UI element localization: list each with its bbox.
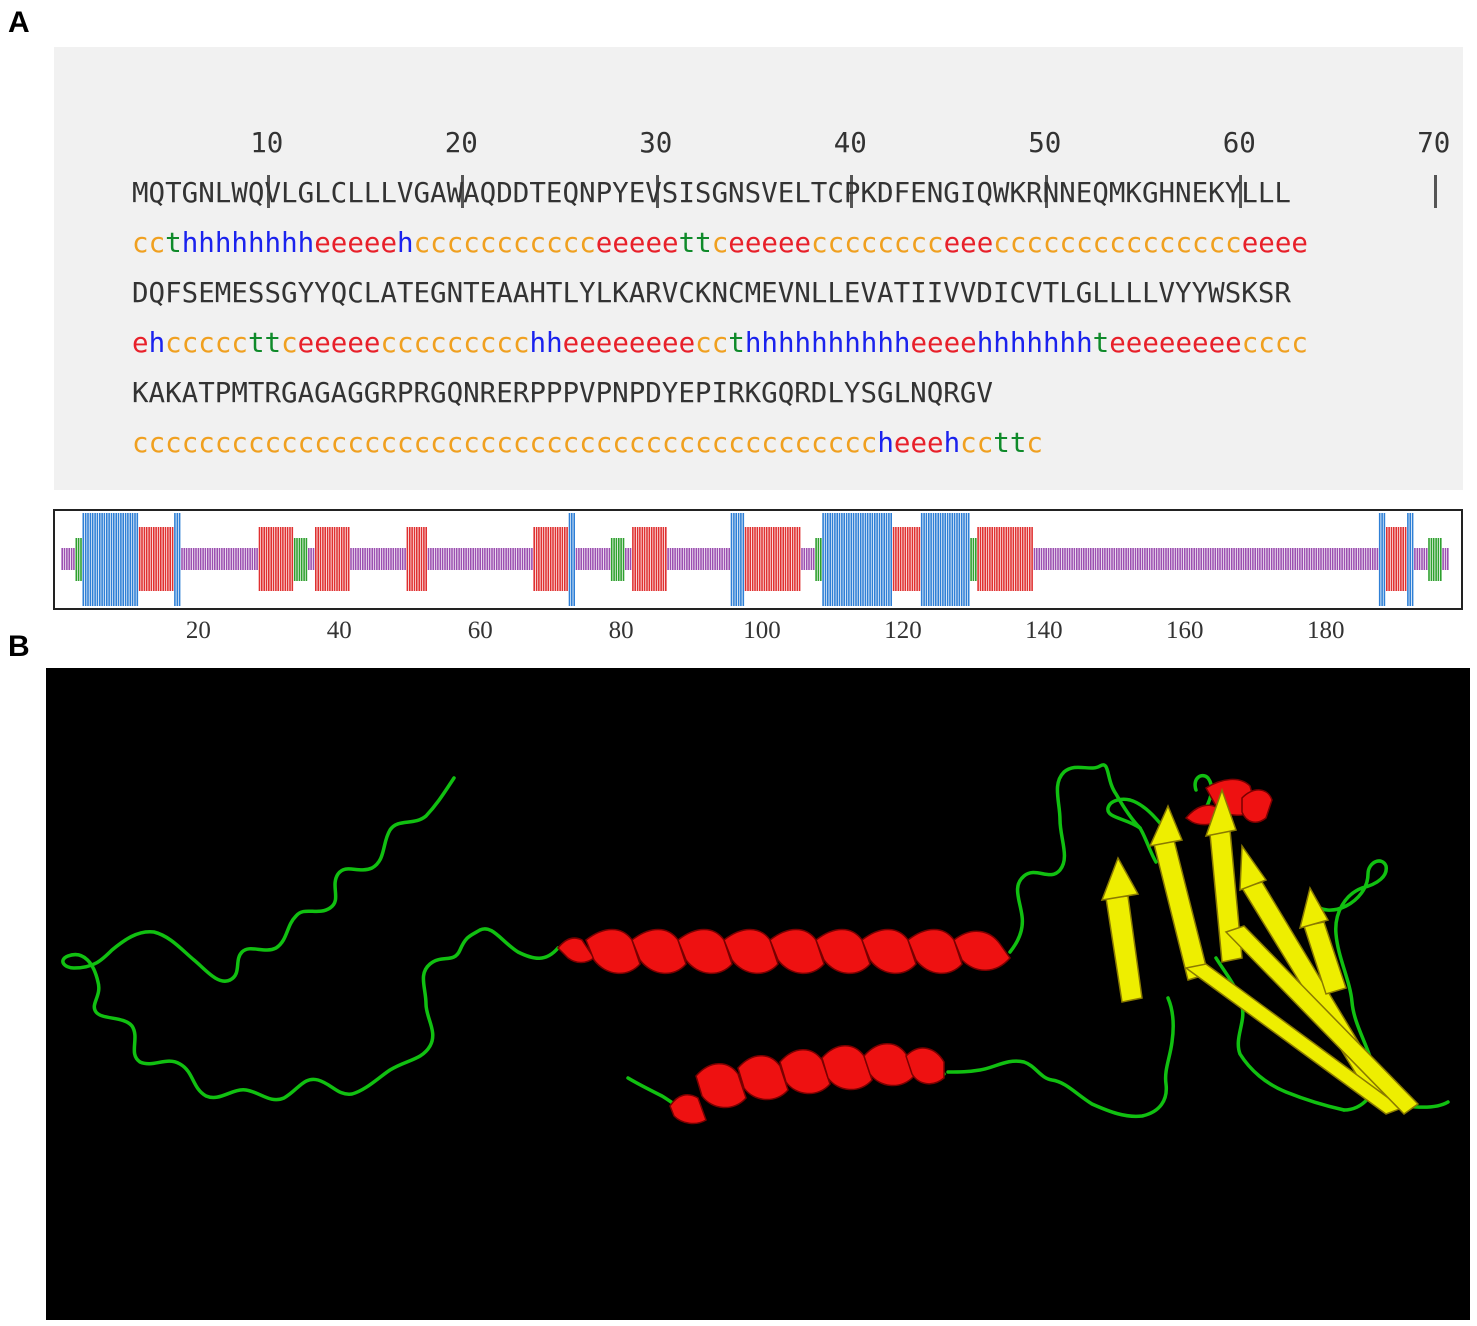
ruler-tick xyxy=(461,175,465,208)
beta-sheet xyxy=(1100,787,1420,1115)
ruler-tick xyxy=(1044,175,1048,208)
protein-cartoon-structure xyxy=(46,668,1470,1320)
ss-row-2: ehcccccttceeeeeccccccccchheeeeeeeeccthhh… xyxy=(132,327,1308,359)
coil-linker-2 xyxy=(946,996,1175,1119)
panel-label-b: B xyxy=(8,630,30,663)
track-axis-label: 100 xyxy=(743,617,781,644)
helix-2 xyxy=(669,1043,945,1125)
coil-c-terminal-loop xyxy=(1310,859,1388,1112)
track-axis-label: 160 xyxy=(1166,617,1204,644)
ruler-tick xyxy=(655,175,659,208)
ruler-tick xyxy=(266,175,270,208)
coil-linker-1 xyxy=(1008,763,1158,954)
ruler-number: 30 xyxy=(639,127,673,159)
helix-1 xyxy=(556,928,1011,974)
track-axis-label: 20 xyxy=(185,617,211,644)
sequence-row-3: KAKATPMTRGAGAGGRPRGQNRERPPPVPNPDYEPIRKGQ… xyxy=(132,377,993,409)
strand-2 xyxy=(1153,839,1209,981)
strand-7 xyxy=(1224,925,1420,1115)
track-axis-label: 60 xyxy=(467,617,493,644)
sequence-row-2: DQFSEMESSGYYQCLATEGNTEAAHTLYLKARVCKNCMEV… xyxy=(132,277,1291,309)
ruler-tick xyxy=(1239,175,1243,208)
track-axis-label: 180 xyxy=(1306,617,1345,644)
ruler-number: 50 xyxy=(1028,127,1062,159)
ss-row-1: ccthhhhhhhheeeeehccccccccccceeeeettceeee… xyxy=(132,227,1308,259)
ss-row-3: cccccccccccccccccccccccccccccccccccccccc… xyxy=(132,427,1043,459)
ruler-number: 70 xyxy=(1417,127,1451,159)
coil-regions xyxy=(61,763,1450,1119)
track-axis-label: 120 xyxy=(884,617,922,644)
secondary-structure-track xyxy=(53,509,1463,610)
coil-loop-hairpin xyxy=(1193,773,1214,810)
ruler-tick xyxy=(1433,175,1437,208)
ruler-number: 20 xyxy=(444,127,478,159)
coil-n-terminal xyxy=(61,776,560,1102)
ruler-number: 10 xyxy=(250,127,284,159)
ruler-number: 40 xyxy=(833,127,867,159)
ruler-tick xyxy=(850,175,854,208)
track-axis-label: 80 xyxy=(608,617,634,644)
panel-label-a: A xyxy=(8,6,30,39)
strand-1 xyxy=(1105,895,1143,1003)
secondary-structure-sequence-panel: 10 20 30 40 50 60 70 MQTGNLWQVLGLCLLLVGAWAQDDT… xyxy=(54,47,1463,490)
track-axis-label: 40 xyxy=(326,617,352,644)
sequence-row-1: MQTGNLWQVLGLCLLLVGAWAQDDTEQNPYEVSISGNSVE… xyxy=(132,177,1291,209)
track-axis-label: 140 xyxy=(1025,617,1063,644)
coil-loop-top xyxy=(1106,797,1166,830)
ruler-number: 60 xyxy=(1222,127,1256,159)
